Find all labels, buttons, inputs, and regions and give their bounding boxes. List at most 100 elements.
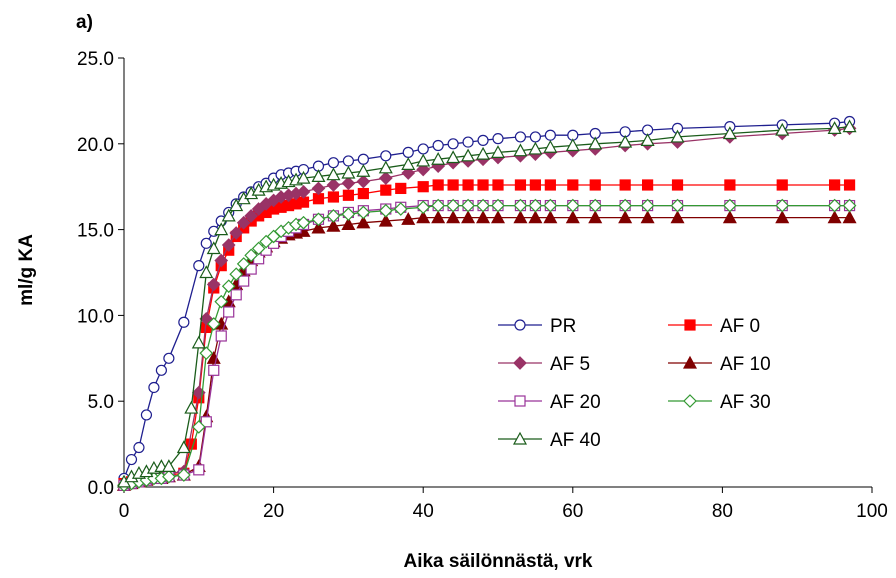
data-point-af-30 [176,468,191,482]
data-point-af-10 [490,210,506,224]
data-point-af-40 [490,145,506,158]
data-point-af-30 [341,207,356,222]
data-point-af-30 [640,198,655,213]
x-tick-label: 80 [712,501,733,522]
data-point-af-20 [200,416,212,428]
data-point-af-40 [565,138,580,152]
data-point-af-30 [543,198,558,213]
data-point-af-20 [238,275,250,287]
y-tick-label: 25.0 [77,49,114,70]
legend-item-af-20: AF 20 [498,392,601,413]
x-tick-label: 40 [413,501,434,522]
data-point-af-5 [296,184,311,199]
legend: PR AF 0 AF 5 AF 10 AF 20 AF 30 AF 40 [498,316,771,451]
data-point-af-40 [431,151,446,165]
data-point-af-5 [311,181,326,196]
legend-marker [512,431,528,445]
data-point-af-10 [416,210,431,224]
x-axis-title: Aika säilönnästä, vrk [403,551,592,572]
data-point-af-0 [492,179,504,191]
legend-marker [514,395,526,407]
data-point-af-30 [565,198,580,213]
data-point-af-5 [229,226,244,240]
data-point-af-40 [775,122,790,136]
legend-label: AF 10 [720,354,771,375]
data-point-af-40 [206,241,221,255]
data-point-af-30 [393,202,408,216]
data-point-pr [357,153,369,165]
data-point-af-10 [565,210,580,224]
series-af-30 [117,198,857,493]
legend-marker [514,319,526,331]
data-point-af-30 [528,198,543,213]
data-point-af-10 [775,210,790,224]
data-point-af-30 [206,317,221,331]
data-point-af-30 [491,198,505,213]
data-point-af-10 [356,215,371,229]
data-point-af-10 [842,210,857,224]
data-point-af-40 [640,133,655,146]
data-point-pr [193,260,205,272]
legend-label: AF 40 [550,430,601,451]
data-point-pr [529,131,542,143]
data-point-af-5 [356,174,371,189]
data-point-af-40 [401,157,416,170]
data-point-af-30 [476,198,490,213]
data-point-af-40 [199,265,214,279]
data-point-af-40 [296,170,311,184]
data-point-af-30 [199,346,214,361]
data-point-af-20 [208,364,220,376]
data-point-pr [178,316,190,328]
data-point-pr [327,157,340,169]
data-point-af-40 [214,222,229,236]
data-point-pr [200,237,212,249]
data-point-af-5 [214,253,229,268]
data-point-af-40 [588,136,603,150]
data-point-af-0 [432,179,444,191]
data-point-af-0 [342,189,354,201]
data-point-af-10 [618,210,633,224]
data-point-pr [544,129,556,141]
data-point-af-20 [215,330,227,342]
data-point-pr [492,133,504,145]
data-point-pr [477,134,489,146]
y-tick-label: 15.0 [77,221,114,242]
data-point-pr [342,155,354,167]
data-point-af-40 [311,169,326,183]
data-point-af-20 [245,263,257,275]
data-point-af-40 [416,153,431,167]
data-point-af-30 [416,200,431,215]
data-point-af-10 [543,210,558,224]
legend-marker [684,319,696,331]
data-point-pr [447,138,459,150]
data-point-af-40 [221,208,236,222]
data-point-af-10 [311,220,326,234]
data-point-pr [155,364,167,376]
data-point-af-40 [446,150,461,164]
data-point-af-5 [244,209,259,223]
legend-item-af-0: AF 0 [668,316,760,337]
data-point-af-0 [357,187,369,200]
data-point-af-5 [206,277,221,292]
legend-marker [683,394,697,408]
data-point-af-30 [461,198,475,213]
series-line-af-10 [123,216,850,486]
data-point-pr [514,131,527,143]
data-point-af-10 [513,210,528,224]
data-point-af-10 [476,210,491,224]
x-tick-label: 0 [119,501,130,522]
data-point-af-10 [401,212,416,225]
legend-label: AF 0 [720,316,760,337]
x-tick-label: 20 [263,501,284,522]
data-point-af-10 [670,210,685,224]
data-point-af-0 [828,179,841,191]
data-point-af-0 [724,179,736,191]
data-point-af-30 [236,257,251,271]
data-point-af-40 [378,160,393,174]
data-point-af-0 [589,179,601,191]
data-point-af-0 [462,179,474,191]
data-point-af-20 [193,464,205,476]
legend-item-af-40: AF 40 [498,430,601,451]
data-point-af-40 [461,148,476,162]
